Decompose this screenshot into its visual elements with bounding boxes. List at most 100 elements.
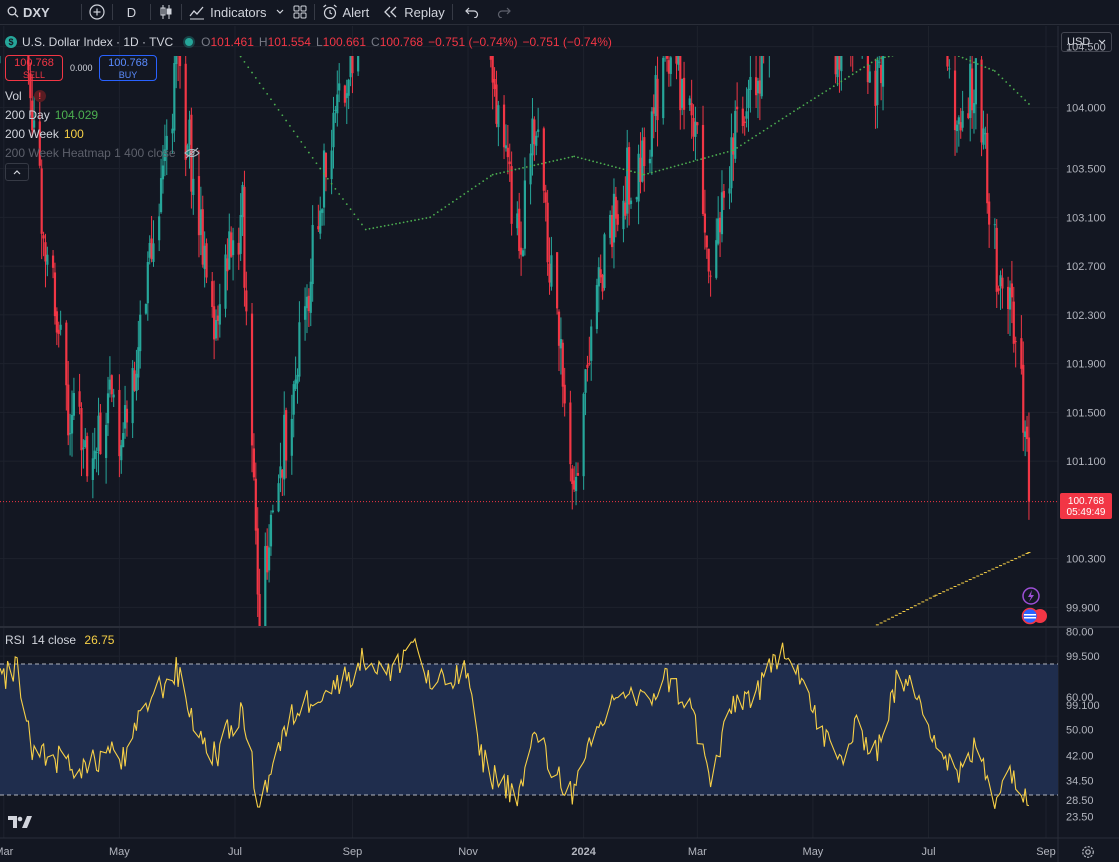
- candle-body: [165, 135, 168, 150]
- price-tick-label: 101.500: [1066, 407, 1106, 419]
- eye-crossed-icon[interactable]: [183, 147, 200, 159]
- candle-body: [548, 263, 551, 283]
- toolbar-divider: [313, 4, 315, 20]
- candle-body: [516, 213, 519, 229]
- candle-body: [1020, 338, 1023, 369]
- candle-body: [163, 149, 166, 161]
- ma200d-point: [637, 172, 640, 175]
- top-toolbar: DXY D Indicators Alert Replay: [0, 0, 1119, 25]
- candle-body: [6, 0, 8, 11]
- candle-body: [305, 296, 309, 309]
- collapse-legend-button[interactable]: [5, 163, 29, 181]
- economic-events-marker[interactable]: [1021, 607, 1048, 625]
- ma200d-point: [548, 161, 551, 163]
- candle-body: [616, 214, 619, 225]
- ma200d-point: [899, 53, 901, 55]
- rsi-legend[interactable]: RSI 14 close 26.75: [5, 633, 114, 647]
- ma200d-point: [673, 165, 676, 168]
- search-icon: [7, 6, 19, 18]
- ma200w-point: [853, 636, 856, 637]
- buy-button[interactable]: 100.768 BUY: [99, 55, 157, 81]
- candle-body: [1024, 431, 1027, 438]
- candle-body: [203, 245, 206, 270]
- legend-ma200w-row[interactable]: 200 Week 100: [5, 127, 84, 141]
- candle-body: [29, 73, 32, 99]
- candle-body: [624, 202, 627, 216]
- candle-body: [192, 178, 195, 195]
- candle-body: [506, 147, 509, 158]
- candle-body: [546, 202, 549, 263]
- candle-body: [1025, 426, 1029, 440]
- ohlc-label: O: [201, 35, 211, 49]
- ma200w-point: [864, 630, 867, 631]
- chart-type-button[interactable]: [151, 0, 181, 24]
- ma200d-point: [599, 162, 602, 165]
- candles-layer: [0, 0, 1031, 626]
- legend-vol-row[interactable]: Vol !: [5, 89, 46, 103]
- dollar-icon: $: [5, 36, 17, 48]
- ma200d-point: [491, 173, 494, 176]
- ma200d-point: [556, 159, 559, 162]
- templates-dropdown[interactable]: [274, 0, 286, 24]
- change-value: −0.751 (−0.74%): [522, 35, 612, 49]
- price-tick-label: 102.700: [1066, 261, 1106, 273]
- compare-button[interactable]: [82, 0, 112, 24]
- candle-body: [760, 56, 763, 97]
- ma200d-point: [758, 132, 761, 135]
- candle-body: [93, 450, 96, 460]
- legend-heatmap-row[interactable]: 200 Week Heatmap 1 400 close: [5, 146, 200, 160]
- redo-button[interactable]: [491, 0, 517, 24]
- ma200d-point: [863, 66, 865, 69]
- candle-body: [279, 466, 282, 479]
- gear-icon[interactable]: [1081, 845, 1095, 859]
- ma200w-point: [949, 587, 953, 589]
- ma200w-point: [875, 624, 879, 626]
- ohlc-label: L: [315, 35, 323, 49]
- candle-body: [717, 218, 720, 244]
- candle-body: [544, 192, 547, 203]
- ohlc-value: 100.768: [379, 35, 424, 49]
- candle-body: [59, 324, 62, 330]
- candle-body: [131, 368, 134, 424]
- candle-body: [252, 448, 256, 478]
- undo-button[interactable]: [453, 0, 491, 24]
- ideas-marker[interactable]: [1022, 587, 1040, 605]
- candle-body: [357, 56, 360, 72]
- ma200d-point: [429, 216, 432, 219]
- ma200d-point: [618, 167, 621, 170]
- ma200d-point: [410, 220, 413, 222]
- alert-button[interactable]: Alert: [315, 0, 377, 24]
- ma200d-point: [525, 166, 528, 168]
- candle-body: [118, 389, 121, 457]
- legend-ma200d-row[interactable]: 200 Day 104.029: [5, 108, 98, 122]
- candle-body: [292, 384, 295, 415]
- ohlc-value: 101.461: [210, 35, 254, 49]
- candle-body: [31, 100, 34, 131]
- candle-body: [829, 28, 831, 29]
- candle-body: [33, 120, 36, 128]
- ma200d-point: [603, 163, 606, 166]
- ma200d-point: [529, 165, 532, 168]
- indicators-button[interactable]: Indicators: [182, 0, 273, 24]
- ma200d-point: [685, 162, 687, 165]
- ma200d-point: [467, 190, 469, 193]
- ma200d-point: [802, 104, 805, 107]
- ma200d-point: [1016, 92, 1019, 94]
- candle-body: [213, 306, 216, 340]
- candle-body: [557, 311, 561, 346]
- price-tick-label: 99.900: [1066, 602, 1100, 614]
- interval-button[interactable]: D: [126, 4, 137, 20]
- price-tick-label: 102.300: [1066, 310, 1106, 322]
- sell-button[interactable]: 100.768 SELL: [5, 55, 63, 81]
- layout-button[interactable]: [286, 0, 314, 24]
- replay-button[interactable]: Replay: [376, 0, 451, 24]
- tradingview-logo[interactable]: [8, 816, 32, 830]
- currency-select[interactable]: USD: [1061, 32, 1112, 52]
- ma200d-point: [650, 171, 653, 174]
- ma200w-point: [976, 575, 980, 577]
- candle-body: [852, 49, 854, 52]
- ma200d-point: [391, 223, 394, 226]
- symbol-search[interactable]: DXY: [0, 0, 57, 24]
- ma200d-point: [563, 157, 566, 160]
